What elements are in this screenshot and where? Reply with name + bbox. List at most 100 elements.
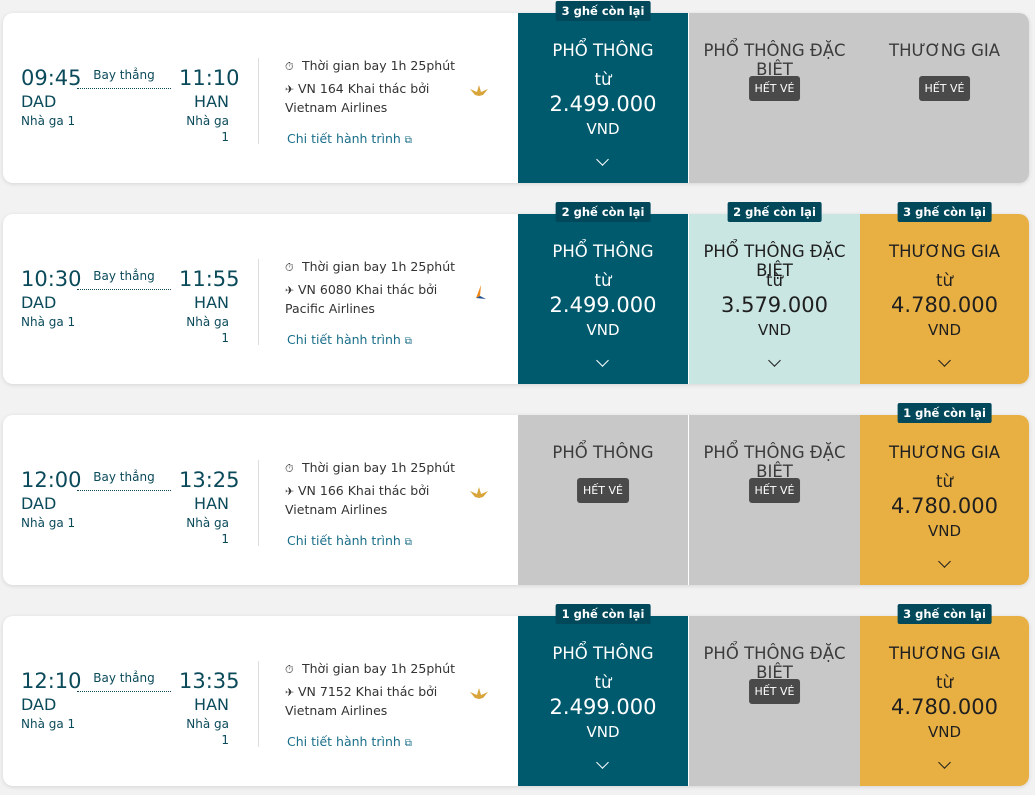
fare-business[interactable]: 3 ghế còn lại THƯƠNG GIA từ 4.780.000 VN… xyxy=(860,604,1029,786)
divider xyxy=(258,58,259,144)
arrival-time: 11:55 xyxy=(179,267,240,291)
departure: 09:45 DAD Nhà ga 1 xyxy=(21,65,82,129)
external-link-icon: ⧉ xyxy=(404,537,412,548)
flight-number-text: VN 164 Khai thác bởi Vietnam Airlines xyxy=(285,81,430,115)
flight-card: 12:10 DAD Nhà ga 1 Bay thẳng 13:35 HAN N… xyxy=(3,604,1029,786)
chevron-down-icon[interactable] xyxy=(596,756,609,769)
vietnam-airlines-logo-icon xyxy=(470,85,488,96)
fare-from-label: từ xyxy=(766,271,783,290)
departure: 10:30 DAD Nhà ga 1 xyxy=(21,266,82,330)
chevron-down-icon[interactable] xyxy=(937,354,951,367)
divider xyxy=(258,259,259,345)
chevron-down-icon[interactable] xyxy=(767,354,781,367)
arrival-time: 11:10 xyxy=(179,66,240,90)
divider xyxy=(258,460,259,546)
seats-left-badge: 2 ghế còn lại xyxy=(555,202,651,222)
fare-class-name: PHỔ THÔNG xyxy=(552,443,654,462)
arrival: 11:10 HAN Nhà ga 1 xyxy=(179,65,240,145)
seats-left-badge: 3 ghế còn lại xyxy=(897,604,992,624)
fare-price: 4.780.000 xyxy=(891,695,998,719)
fare-class-name: PHỔ THÔNG xyxy=(552,242,654,261)
fare-from-label: từ xyxy=(936,673,953,692)
fare-economy[interactable]: 1 ghế còn lại PHỔ THÔNG từ 2.499.000 VND xyxy=(518,604,688,786)
duration-row: ⏱ Thời gian bay 1h 25phút xyxy=(285,259,455,275)
flight-card: 10:30 DAD Nhà ga 1 Bay thẳng 11:55 HAN N… xyxy=(3,202,1029,384)
chevron-down-icon[interactable] xyxy=(596,153,609,166)
arrival-terminal: Nhà ga 1 xyxy=(186,315,229,345)
arrival-terminal: Nhà ga 1 xyxy=(186,516,229,546)
plane-icon: ✈ xyxy=(285,284,295,297)
itinerary-details-label: Chi tiết hành trình xyxy=(287,734,401,749)
itinerary-details-link[interactable]: Chi tiết hành trình ⧉ xyxy=(287,332,412,347)
vietnam-airlines-logo-icon xyxy=(470,487,488,498)
arrival-airport: HAN xyxy=(194,695,229,714)
departure: 12:00 DAD Nhà ga 1 xyxy=(21,467,82,531)
itinerary-details-link[interactable]: Chi tiết hành trình ⧉ xyxy=(287,131,412,146)
arrival-airport: HAN xyxy=(194,293,229,312)
chevron-down-icon[interactable] xyxy=(937,555,951,568)
fare-business: THƯƠNG GIA HẾT VÉ xyxy=(860,13,1029,183)
arrival: 13:25 HAN Nhà ga 1 xyxy=(179,467,240,547)
route-line xyxy=(77,289,171,290)
flight-number-row: ✈ VN 166 Khai thác bởi Vietnam Airlines xyxy=(285,482,467,519)
fare-class-name: THƯƠNG GIA xyxy=(888,443,1001,462)
departure-airport: DAD xyxy=(21,695,57,714)
fare-business[interactable]: 1 ghế còn lại THƯƠNG GIA từ 4.780.000 VN… xyxy=(860,403,1029,585)
plane-icon: ✈ xyxy=(285,485,295,498)
fare-currency: VND xyxy=(927,522,962,540)
departure-terminal: Nhà ga 1 xyxy=(21,114,76,128)
departure-terminal: Nhà ga 1 xyxy=(21,516,76,530)
route-line xyxy=(77,490,171,491)
chevron-down-icon[interactable] xyxy=(596,354,609,367)
departure-airport: DAD xyxy=(21,293,57,312)
fare-economy[interactable]: 2 ghế còn lại PHỔ THÔNG từ 2.499.000 VND xyxy=(518,202,688,384)
duration-row: ⏱ Thời gian bay 1h 25phút xyxy=(285,58,455,74)
departure-terminal: Nhà ga 1 xyxy=(21,717,76,731)
departure-time: 10:30 xyxy=(21,267,82,291)
departure-airport: DAD xyxy=(21,92,57,111)
fare-premium-economy: PHỔ THÔNG ĐẶC BIỆT HẾT VÉ xyxy=(689,13,860,183)
itinerary-details-link[interactable]: Chi tiết hành trình ⧉ xyxy=(287,734,412,749)
arrival-terminal: Nhà ga 1 xyxy=(186,717,229,747)
external-link-icon: ⧉ xyxy=(404,336,412,347)
flight-number-text: VN 6080 Khai thác bởi Pacific Airlines xyxy=(285,282,438,316)
arrival: 11:55 HAN Nhà ga 1 xyxy=(179,266,240,346)
flight-number-row: ✈ VN 7152 Khai thác bởi Vietnam Airlines xyxy=(285,683,467,720)
seats-left-badge: 2 ghế còn lại xyxy=(727,202,822,222)
duration-row: ⏱ Thời gian bay 1h 25phút xyxy=(285,661,455,677)
duration-text: Thời gian bay 1h 25phút xyxy=(302,460,456,475)
flight-info: 09:45 DAD Nhà ga 1 Bay thẳng 11:10 HAN N… xyxy=(3,13,518,183)
flight-info: 12:10 DAD Nhà ga 1 Bay thẳng 13:35 HAN N… xyxy=(3,616,518,786)
plane-icon: ✈ xyxy=(285,83,295,96)
chevron-down-icon[interactable] xyxy=(937,756,951,769)
sold-out-badge: HẾT VÉ xyxy=(748,76,801,101)
arrival-terminal: Nhà ga 1 xyxy=(186,114,229,144)
vietnam-airlines-logo-icon xyxy=(470,688,488,699)
fare-currency: VND xyxy=(927,321,962,339)
flight-info: 12:00 DAD Nhà ga 1 Bay thẳng 13:25 HAN N… xyxy=(3,415,518,585)
seats-left-badge: 1 ghế còn lại xyxy=(897,403,992,423)
fare-premium-economy[interactable]: 2 ghế còn lại PHỔ THÔNG ĐẶC BIỆT từ 3.57… xyxy=(689,202,860,384)
fare-class-name: PHỔ THÔNG xyxy=(552,644,654,663)
fare-price: 4.780.000 xyxy=(891,494,998,518)
duration-text: Thời gian bay 1h 25phút xyxy=(302,259,456,274)
external-link-icon: ⧉ xyxy=(404,135,412,146)
fare-business[interactable]: 3 ghế còn lại THƯƠNG GIA từ 4.780.000 VN… xyxy=(860,202,1029,384)
flight-number-text: VN 166 Khai thác bởi Vietnam Airlines xyxy=(285,483,430,517)
stopwatch-icon: ⏱ xyxy=(285,60,294,73)
flight-number-row: ✈ VN 164 Khai thác bởi Vietnam Airlines xyxy=(285,80,467,117)
direct-label: Bay thẳng xyxy=(93,470,155,484)
flight-number-text: VN 7152 Khai thác bởi Vietnam Airlines xyxy=(285,684,438,718)
fare-economy[interactable]: 3 ghế còn lại PHỔ THÔNG từ 2.499.000 VND xyxy=(518,1,688,183)
fare-class-name: PHỔ THÔNG ĐẶC BIỆT xyxy=(703,644,846,682)
route-line xyxy=(77,691,171,692)
duration-text: Thời gian bay 1h 25phút xyxy=(302,661,456,676)
arrival-airport: HAN xyxy=(194,494,229,513)
stopwatch-icon: ⏱ xyxy=(285,261,294,274)
duration-row: ⏱ Thời gian bay 1h 25phút xyxy=(285,460,455,476)
seats-left-badge: 1 ghế còn lại xyxy=(555,604,651,624)
sold-out-badge: HẾT VÉ xyxy=(577,478,629,503)
itinerary-details-link[interactable]: Chi tiết hành trình ⧉ xyxy=(287,533,412,548)
itinerary-details-label: Chi tiết hành trình xyxy=(287,533,401,548)
fare-class-name: PHỔ THÔNG xyxy=(552,41,654,60)
